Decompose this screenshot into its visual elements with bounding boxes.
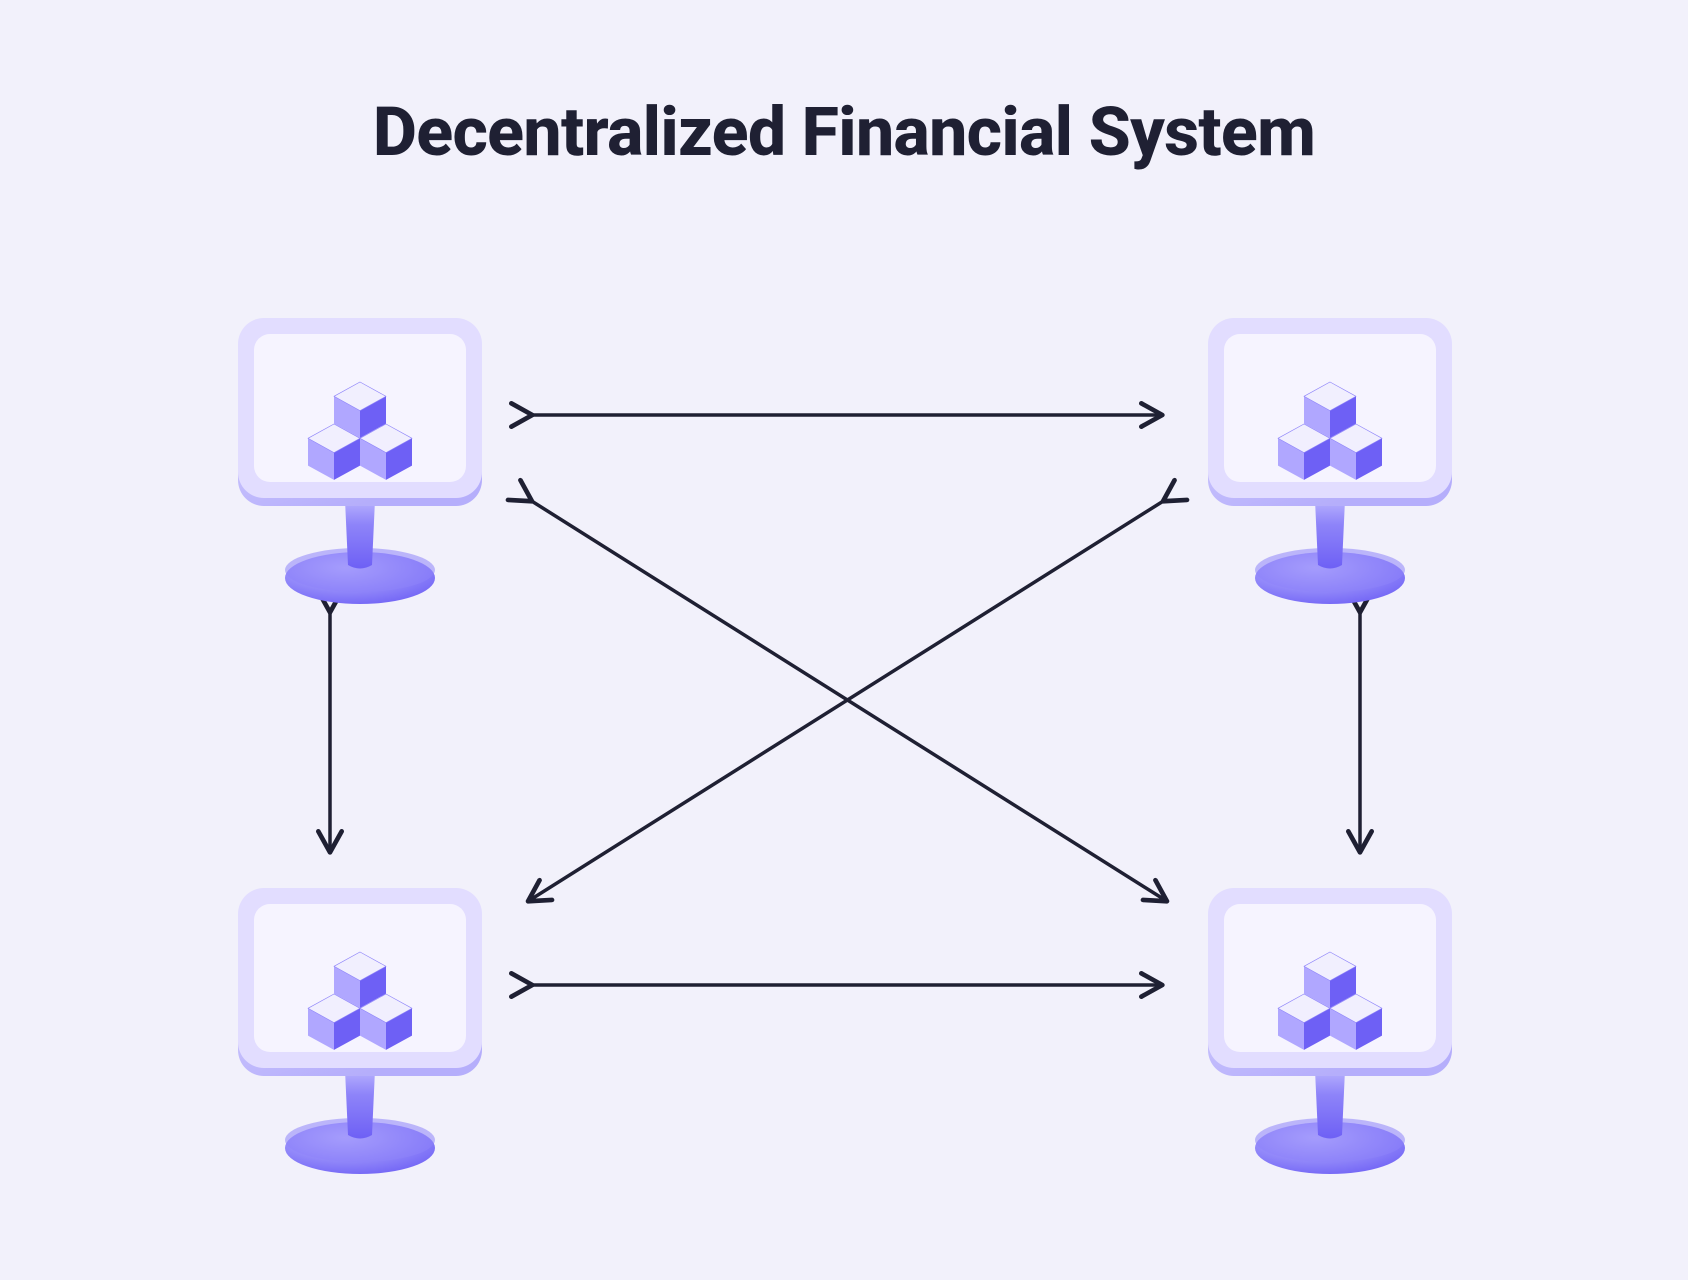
edge-top-left-bottom-right — [530, 500, 1165, 900]
monitor-icon — [200, 290, 520, 610]
node-bottom-right — [1170, 860, 1490, 1180]
node-top-left — [200, 290, 520, 610]
monitor-icon — [200, 860, 520, 1180]
monitor-icon — [1170, 860, 1490, 1180]
node-top-right — [1170, 290, 1490, 610]
edge-top-right-bottom-left — [530, 500, 1165, 900]
node-bottom-left — [200, 860, 520, 1180]
monitor-icon — [1170, 290, 1490, 610]
diagram-canvas: Decentralized Financial System — [0, 0, 1688, 1280]
diagram-title: Decentralized Financial System — [0, 92, 1688, 172]
